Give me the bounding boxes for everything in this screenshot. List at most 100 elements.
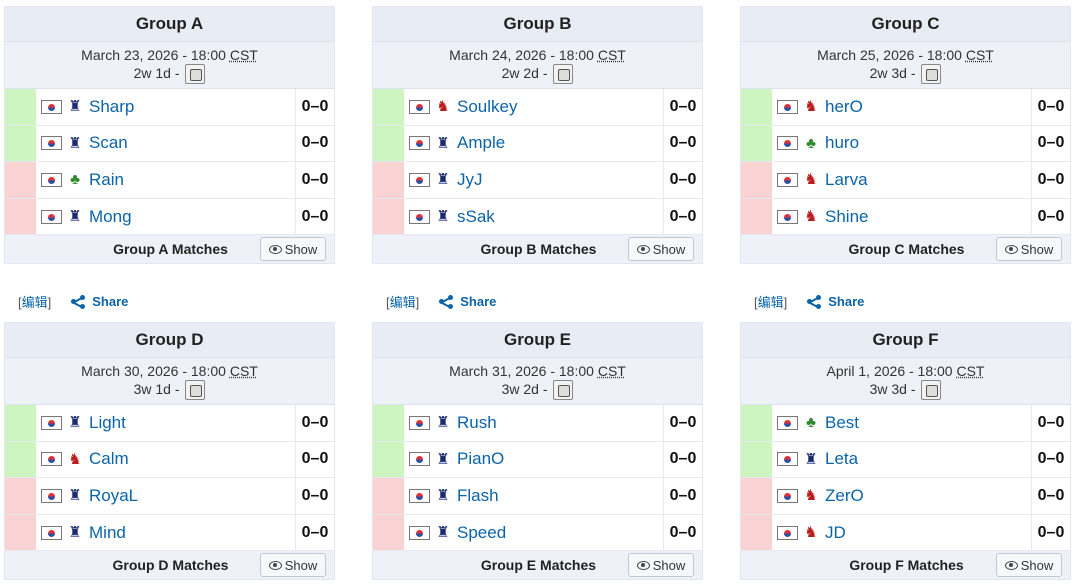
group-box: Group E March 31, 2026 - 18:00 CST 3w 2d… <box>372 322 703 581</box>
group-title: Group E <box>373 323 702 358</box>
eye-icon <box>268 244 282 254</box>
group-matches-label: Group A Matches <box>113 241 228 258</box>
player-cell: ♜ sSak <box>404 198 664 235</box>
player-name-link[interactable]: Calm <box>89 449 129 469</box>
player-row: ♜ Ample 0–0 <box>373 125 702 163</box>
countdown-text: 2w 3d - <box>869 65 920 81</box>
player-score: 0–0 <box>1037 134 1065 152</box>
player-name-link[interactable]: Sharp <box>89 96 135 116</box>
show-matches-button[interactable]: Show <box>996 553 1062 578</box>
advance-indicator <box>741 441 772 478</box>
group-matches-label: Group B Matches <box>480 241 597 258</box>
player-row: ♜ Light 0–0 <box>5 405 334 442</box>
player-name-link[interactable]: Scan <box>89 133 128 153</box>
player-cell: ♣ Best <box>772 405 1032 441</box>
show-matches-button[interactable]: Show <box>260 237 326 262</box>
group-date: March 30, 2026 - 18:00 CST 3w 1d - <box>5 358 334 405</box>
player-row: ♞ herO 0–0 <box>741 89 1070 126</box>
player-name-link[interactable]: Speed <box>457 522 507 542</box>
share-button[interactable]: Share <box>71 294 128 309</box>
player-name-link[interactable]: Mong <box>89 206 132 226</box>
eye-icon <box>1004 244 1018 254</box>
group-matches-footer: Group B Matches Show <box>373 235 702 264</box>
zerg-icon: ♞ <box>68 450 82 468</box>
player-name-link[interactable]: Shine <box>825 206 869 226</box>
group-title: Group D <box>5 323 334 358</box>
share-button[interactable]: Share <box>807 294 864 309</box>
edit-link[interactable]: [编辑] <box>754 295 788 310</box>
countdown-text: 3w 2d - <box>501 381 552 397</box>
player-score: 0–0 <box>1037 486 1065 504</box>
player-name-link[interactable]: Rain <box>89 169 124 189</box>
player-name-link[interactable]: Ample <box>457 133 506 153</box>
player-name-link[interactable]: Soulkey <box>457 96 518 116</box>
player-cell: ♜ Ample <box>404 125 664 162</box>
player-name-link[interactable]: huro <box>825 133 860 153</box>
edit-share-bar: [编辑] Share <box>754 292 864 311</box>
player-score: 0–0 <box>1037 207 1065 225</box>
player-row: ♞ Shine 0–0 <box>741 198 1070 236</box>
player-name-link[interactable]: Mind <box>89 522 126 542</box>
advance-indicator <box>5 125 36 162</box>
group-date: March 31, 2026 - 18:00 CST 3w 2d - <box>373 358 702 405</box>
group-box: Group D March 30, 2026 - 18:00 CST 3w 1d… <box>4 322 335 581</box>
player-cell: ♜ Mong <box>36 198 296 235</box>
terran-icon: ♜ <box>68 414 82 432</box>
player-name-link[interactable]: JyJ <box>457 169 483 189</box>
player-score: 0–0 <box>1037 450 1065 468</box>
player-cell: ♞ Calm <box>36 441 296 478</box>
show-label: Show <box>284 557 318 573</box>
player-name-link[interactable]: JD <box>825 522 846 542</box>
player-cell: ♞ Shine <box>772 198 1032 235</box>
show-matches-button[interactable]: Show <box>996 237 1062 262</box>
player-name-link[interactable]: ZerO <box>825 485 864 505</box>
timezone-abbr: CST <box>229 47 258 63</box>
edit-link[interactable]: [编辑] <box>18 295 52 310</box>
player-list: ♜ Rush 0–0 ♜ PianO 0–0 ♜ Flash 0–0 ♜ Speed 0–0 <box>373 405 702 552</box>
share-button[interactable]: Share <box>439 294 496 309</box>
group-box: Group C March 25, 2026 - 18:00 CST 2w 3d… <box>740 6 1071 265</box>
player-name-link[interactable]: Flash <box>457 485 499 505</box>
south-korea-flag-icon <box>41 209 62 224</box>
player-name-link[interactable]: Leta <box>825 449 859 469</box>
player-cell: ♜ Scan <box>36 125 296 162</box>
group-date: March 25, 2026 - 18:00 CST 2w 3d - <box>741 42 1070 89</box>
show-label: Show <box>1020 557 1054 573</box>
advance-indicator <box>373 441 404 478</box>
edit-link[interactable]: [编辑] <box>386 295 420 310</box>
countdown-text: 3w 1d - <box>133 381 184 397</box>
player-name-link[interactable]: herO <box>825 96 863 116</box>
calendar-icon[interactable] <box>185 64 206 85</box>
south-korea-flag-icon <box>409 209 430 224</box>
group-matches-footer: Group A Matches Show <box>5 235 334 264</box>
player-name-link[interactable]: Larva <box>825 169 868 189</box>
player-row: ♜ RoyaL 0–0 <box>5 478 334 515</box>
timezone-abbr: CST <box>956 363 985 379</box>
player-name-link[interactable]: Best <box>825 412 860 432</box>
player-score: 0–0 <box>669 207 697 225</box>
player-name-link[interactable]: Rush <box>457 412 497 432</box>
calendar-icon[interactable] <box>921 64 942 85</box>
player-name-link[interactable]: Light <box>89 412 126 432</box>
show-matches-button[interactable]: Show <box>628 237 694 262</box>
terran-icon: ♜ <box>436 171 450 189</box>
show-matches-button[interactable]: Show <box>260 553 326 578</box>
calendar-icon[interactable] <box>921 380 942 401</box>
group-matches-label: Group C Matches <box>848 241 965 258</box>
player-row: ♜ Mong 0–0 <box>5 198 334 236</box>
show-label: Show <box>652 557 686 573</box>
calendar-icon[interactable] <box>553 380 574 401</box>
player-score: 0–0 <box>301 134 329 152</box>
player-name-link[interactable]: sSak <box>457 206 495 226</box>
zerg-icon: ♞ <box>436 98 450 116</box>
group-matches-footer: Group F Matches Show <box>741 551 1070 580</box>
show-matches-button[interactable]: Show <box>628 553 694 578</box>
calendar-icon[interactable] <box>553 64 574 85</box>
group-f-container: Group F April 1, 2026 - 18:00 CST 3w 3d … <box>740 322 1071 581</box>
eliminate-indicator <box>373 198 404 235</box>
player-row: ♜ Sharp 0–0 <box>5 89 334 126</box>
player-score: 0–0 <box>301 486 329 504</box>
player-name-link[interactable]: RoyaL <box>89 485 139 505</box>
player-name-link[interactable]: PianO <box>457 449 505 469</box>
calendar-icon[interactable] <box>185 380 206 401</box>
